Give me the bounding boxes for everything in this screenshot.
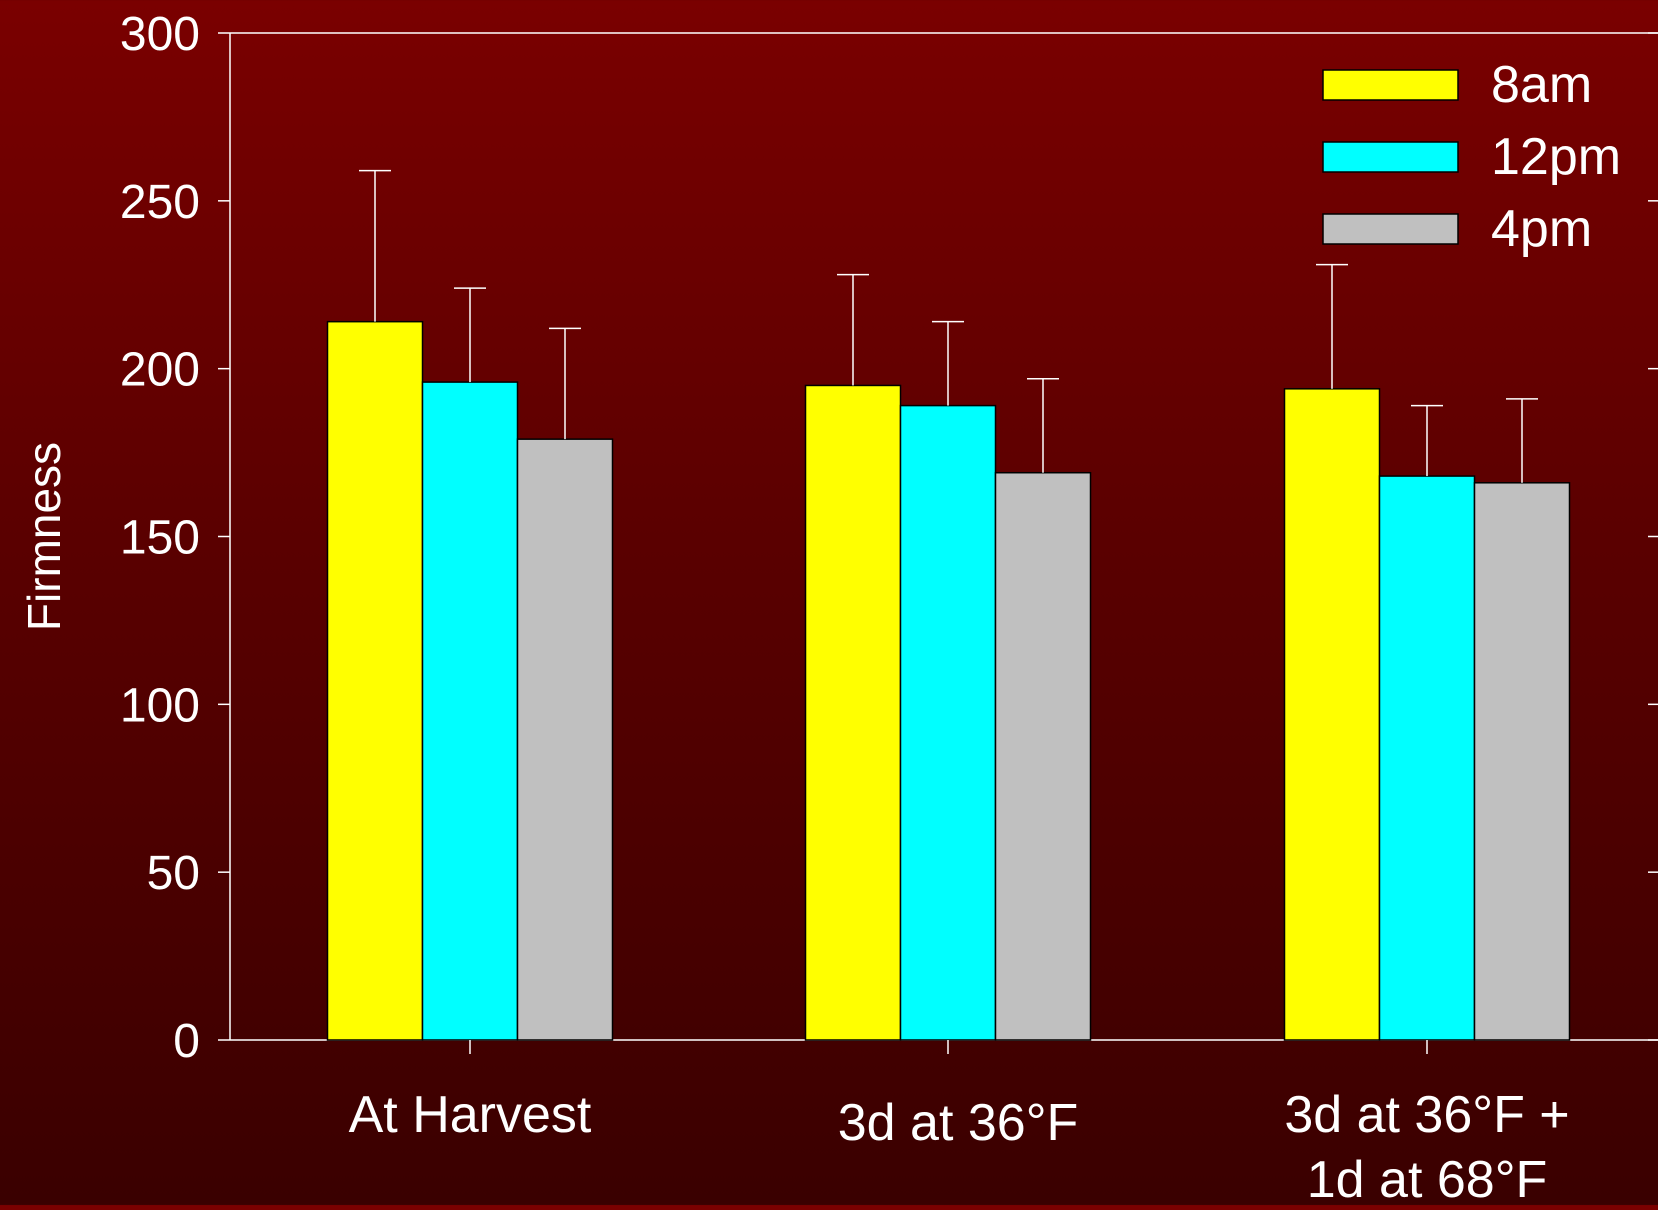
bar-12pm (421, 381, 519, 1041)
y-tick-label: 100 (120, 679, 200, 732)
y-tick-label: 0 (173, 1015, 200, 1068)
y-tick-label: 50 (147, 847, 200, 900)
bar-8am (1283, 388, 1381, 1041)
legend-swatch-4pm (1322, 213, 1459, 245)
legend-swatch-8am (1322, 69, 1459, 101)
y-tick-label: 250 (120, 176, 200, 229)
bar-8am (326, 320, 424, 1041)
bar-4pm (516, 438, 614, 1041)
legend-label-4pm: 4pm (1491, 200, 1592, 258)
legend-label-8am: 8am (1491, 56, 1592, 114)
bar-4pm (1473, 482, 1571, 1041)
bar-4pm (994, 471, 1092, 1041)
x-category-label: 3d at 36°F (838, 1094, 1079, 1152)
bar-12pm (1378, 475, 1476, 1041)
legend-label-12pm: 12pm (1491, 128, 1621, 186)
y-tick-label: 150 (120, 512, 200, 565)
x-category-label: 3d at 36°F + (1284, 1086, 1569, 1144)
legend-swatch-12pm (1322, 141, 1459, 173)
y-tick-label: 200 (120, 344, 200, 397)
bar-12pm (899, 404, 997, 1041)
bar-8am (804, 384, 902, 1041)
x-category-label: 1d at 68°F (1307, 1151, 1548, 1205)
y-tick-label: 300 (120, 8, 200, 61)
y-axis-title: Firmness (18, 442, 70, 631)
x-category-label: At Harvest (349, 1086, 592, 1144)
